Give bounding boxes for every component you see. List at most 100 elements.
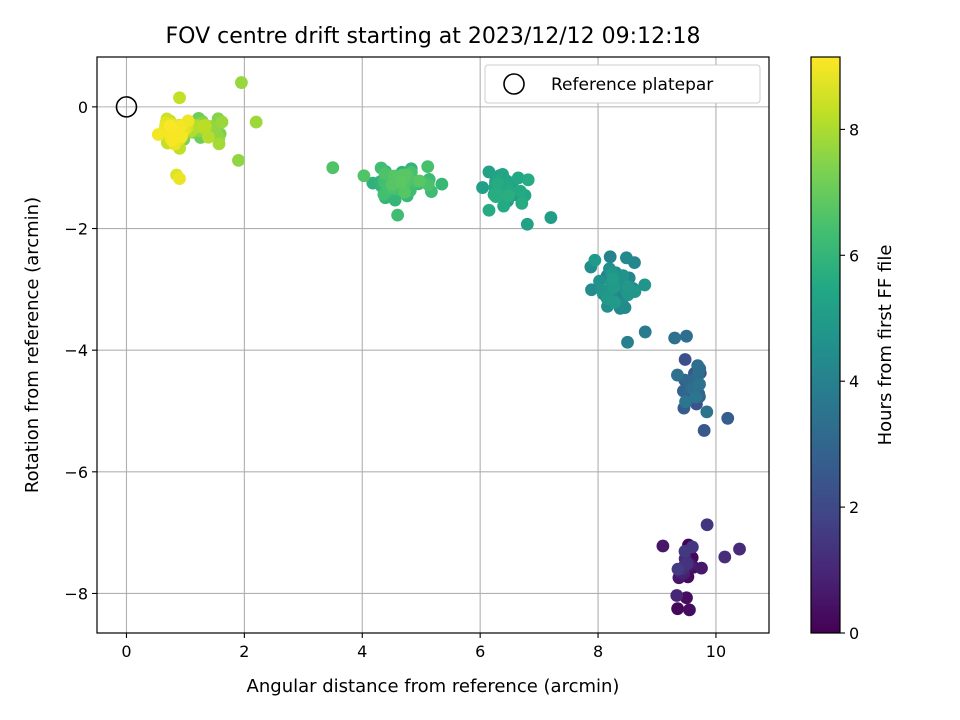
colorbar-gradient (810, 56, 841, 634)
x-tick-label: 2 (239, 642, 249, 661)
data-point (670, 589, 684, 602)
data-point (621, 280, 635, 294)
y-tick-label: −4 (64, 341, 88, 360)
data-point (173, 172, 186, 186)
data-points (151, 76, 746, 617)
data-point (515, 196, 529, 210)
data-point (680, 591, 693, 605)
colorbar-tick-label: 0 (849, 624, 859, 643)
data-point (482, 203, 496, 217)
data-point (514, 184, 527, 198)
data-point (326, 161, 340, 175)
data-point (357, 169, 371, 183)
data-point (198, 120, 212, 134)
legend-reference-label: Reference platepar (551, 75, 713, 95)
data-point (413, 174, 427, 188)
data-point (497, 199, 511, 213)
data-point (638, 325, 652, 339)
x-tick-label: 6 (475, 642, 485, 661)
data-point (678, 544, 692, 558)
y-tick-label: −2 (64, 220, 88, 239)
data-point (520, 217, 534, 231)
data-point (671, 562, 685, 576)
data-point (671, 602, 685, 616)
data-point (679, 395, 692, 409)
x-tick-label: 10 (706, 642, 726, 661)
data-point (398, 185, 411, 199)
data-point (593, 274, 606, 288)
data-point (718, 550, 732, 564)
data-point (700, 518, 714, 532)
x-tick-label: 4 (357, 642, 367, 661)
y-tick-label: −8 (64, 584, 88, 603)
data-point (502, 189, 516, 203)
y-axis-ticks: 0 −2 −4 −6 −8 (64, 98, 97, 603)
data-point (388, 193, 402, 207)
colorbar-tick-label: 2 (849, 498, 859, 517)
colorbar: 0 2 4 6 8 Hours from first FF file (810, 56, 896, 643)
data-point (212, 137, 226, 151)
data-point (608, 295, 622, 309)
colorbar-label: Hours from first FF file (875, 245, 896, 446)
x-tick-label: 8 (593, 642, 603, 661)
x-axis-ticks: 0 2 4 6 8 10 (121, 633, 726, 661)
data-point (394, 175, 408, 189)
data-point (521, 173, 535, 187)
x-tick-label: 0 (121, 642, 131, 661)
data-point (689, 390, 703, 404)
data-point (489, 190, 503, 204)
colorbar-tick-label: 4 (849, 372, 859, 391)
data-point (621, 335, 634, 349)
data-point (697, 424, 711, 437)
colorbar-tick-label: 6 (849, 246, 859, 265)
plot-background (97, 57, 769, 633)
data-point (683, 603, 696, 617)
data-point (173, 91, 186, 105)
data-point (476, 181, 489, 194)
plot-frame (96, 56, 770, 634)
data-point (620, 251, 633, 265)
data-point (435, 177, 449, 191)
data-point (606, 272, 620, 286)
data-point (511, 171, 525, 185)
data-point (695, 561, 708, 575)
data-point (391, 208, 405, 222)
colorbar-ticks: 0 2 4 6 8 (840, 120, 859, 643)
data-point (585, 283, 598, 297)
data-point (678, 353, 692, 366)
data-point (733, 542, 746, 556)
data-point (588, 253, 602, 267)
data-point (616, 269, 630, 283)
data-point (668, 331, 682, 345)
y-axis-label: Rotation from reference (arcmin) (22, 197, 43, 493)
data-point (680, 329, 693, 343)
data-point (721, 411, 735, 425)
data-point (215, 115, 229, 129)
data-point (544, 211, 558, 224)
x-axis-label: Angular distance from reference (arcmin) (247, 676, 620, 697)
data-point (249, 115, 263, 129)
legend-reference-icon (503, 73, 525, 95)
reference-marker (115, 96, 138, 118)
y-tick-label: −6 (64, 463, 88, 482)
legend: Reference platepar (484, 64, 761, 104)
data-point (656, 539, 670, 553)
legend-box (484, 64, 761, 104)
y-tick-label: 0 (78, 98, 88, 117)
data-point (671, 368, 684, 382)
data-point (691, 359, 705, 373)
data-point (693, 377, 706, 391)
data-point (638, 278, 652, 292)
data-point (163, 119, 177, 133)
data-point (232, 154, 245, 167)
data-point (421, 160, 435, 174)
grid (97, 57, 769, 633)
colorbar-tick-label: 8 (849, 120, 859, 139)
data-point (235, 76, 248, 89)
data-point (165, 133, 179, 147)
data-point (202, 130, 215, 144)
data-point (491, 176, 505, 190)
data-point (700, 405, 714, 419)
chart-title: FOV centre drift starting at 2023/12/12 … (166, 24, 701, 49)
